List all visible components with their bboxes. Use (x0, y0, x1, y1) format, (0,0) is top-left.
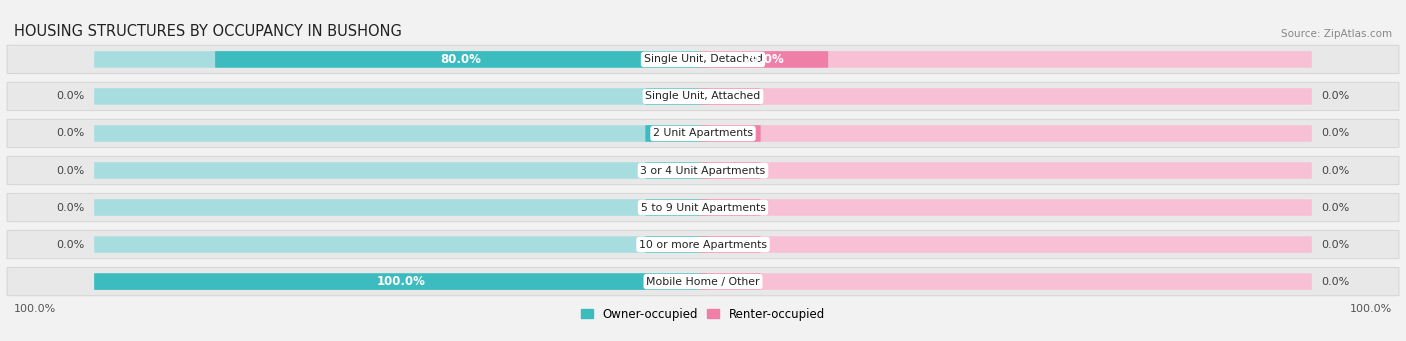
FancyBboxPatch shape (699, 88, 1312, 105)
FancyBboxPatch shape (699, 125, 1312, 142)
Text: 100.0%: 100.0% (377, 275, 425, 288)
FancyBboxPatch shape (94, 236, 707, 253)
Text: 0.0%: 0.0% (56, 91, 84, 102)
FancyBboxPatch shape (94, 273, 707, 290)
FancyBboxPatch shape (645, 236, 707, 253)
Text: Mobile Home / Other: Mobile Home / Other (647, 277, 759, 286)
Text: Single Unit, Attached: Single Unit, Attached (645, 91, 761, 102)
Text: 0.0%: 0.0% (56, 129, 84, 138)
FancyBboxPatch shape (7, 230, 1399, 259)
FancyBboxPatch shape (94, 125, 707, 142)
Text: 0.0%: 0.0% (56, 239, 84, 250)
Text: Source: ZipAtlas.com: Source: ZipAtlas.com (1281, 29, 1392, 39)
FancyBboxPatch shape (645, 88, 707, 105)
FancyBboxPatch shape (7, 82, 1399, 111)
FancyBboxPatch shape (699, 273, 761, 290)
FancyBboxPatch shape (645, 162, 707, 179)
FancyBboxPatch shape (699, 162, 761, 179)
FancyBboxPatch shape (699, 125, 761, 142)
FancyBboxPatch shape (94, 162, 707, 179)
FancyBboxPatch shape (699, 88, 761, 105)
Text: 10 or more Apartments: 10 or more Apartments (638, 239, 768, 250)
FancyBboxPatch shape (94, 199, 707, 216)
Text: 0.0%: 0.0% (1322, 203, 1350, 212)
Text: 0.0%: 0.0% (1322, 239, 1350, 250)
FancyBboxPatch shape (7, 45, 1399, 74)
FancyBboxPatch shape (7, 193, 1399, 222)
Text: 80.0%: 80.0% (440, 53, 482, 66)
Text: 0.0%: 0.0% (1322, 129, 1350, 138)
FancyBboxPatch shape (699, 273, 1312, 290)
FancyBboxPatch shape (94, 88, 707, 105)
FancyBboxPatch shape (699, 236, 761, 253)
FancyBboxPatch shape (699, 236, 1312, 253)
Text: 20.0%: 20.0% (744, 53, 783, 66)
Text: 100.0%: 100.0% (14, 304, 56, 314)
Text: 0.0%: 0.0% (1322, 91, 1350, 102)
Text: 2 Unit Apartments: 2 Unit Apartments (652, 129, 754, 138)
FancyBboxPatch shape (215, 51, 707, 68)
FancyBboxPatch shape (94, 51, 707, 68)
FancyBboxPatch shape (7, 267, 1399, 296)
Text: 5 to 9 Unit Apartments: 5 to 9 Unit Apartments (641, 203, 765, 212)
FancyBboxPatch shape (645, 199, 707, 216)
FancyBboxPatch shape (7, 156, 1399, 185)
Text: HOUSING STRUCTURES BY OCCUPANCY IN BUSHONG: HOUSING STRUCTURES BY OCCUPANCY IN BUSHO… (14, 24, 402, 39)
Text: 0.0%: 0.0% (56, 203, 84, 212)
Text: 100.0%: 100.0% (1350, 304, 1392, 314)
FancyBboxPatch shape (699, 51, 828, 68)
Text: 0.0%: 0.0% (56, 165, 84, 176)
FancyBboxPatch shape (645, 125, 707, 142)
FancyBboxPatch shape (699, 199, 761, 216)
FancyBboxPatch shape (699, 199, 1312, 216)
Legend: Owner-occupied, Renter-occupied: Owner-occupied, Renter-occupied (576, 303, 830, 325)
Text: Single Unit, Detached: Single Unit, Detached (644, 55, 762, 64)
FancyBboxPatch shape (94, 273, 707, 290)
FancyBboxPatch shape (7, 119, 1399, 148)
Text: 0.0%: 0.0% (1322, 277, 1350, 286)
Text: 0.0%: 0.0% (1322, 165, 1350, 176)
Text: 3 or 4 Unit Apartments: 3 or 4 Unit Apartments (641, 165, 765, 176)
FancyBboxPatch shape (699, 162, 1312, 179)
FancyBboxPatch shape (699, 51, 1312, 68)
